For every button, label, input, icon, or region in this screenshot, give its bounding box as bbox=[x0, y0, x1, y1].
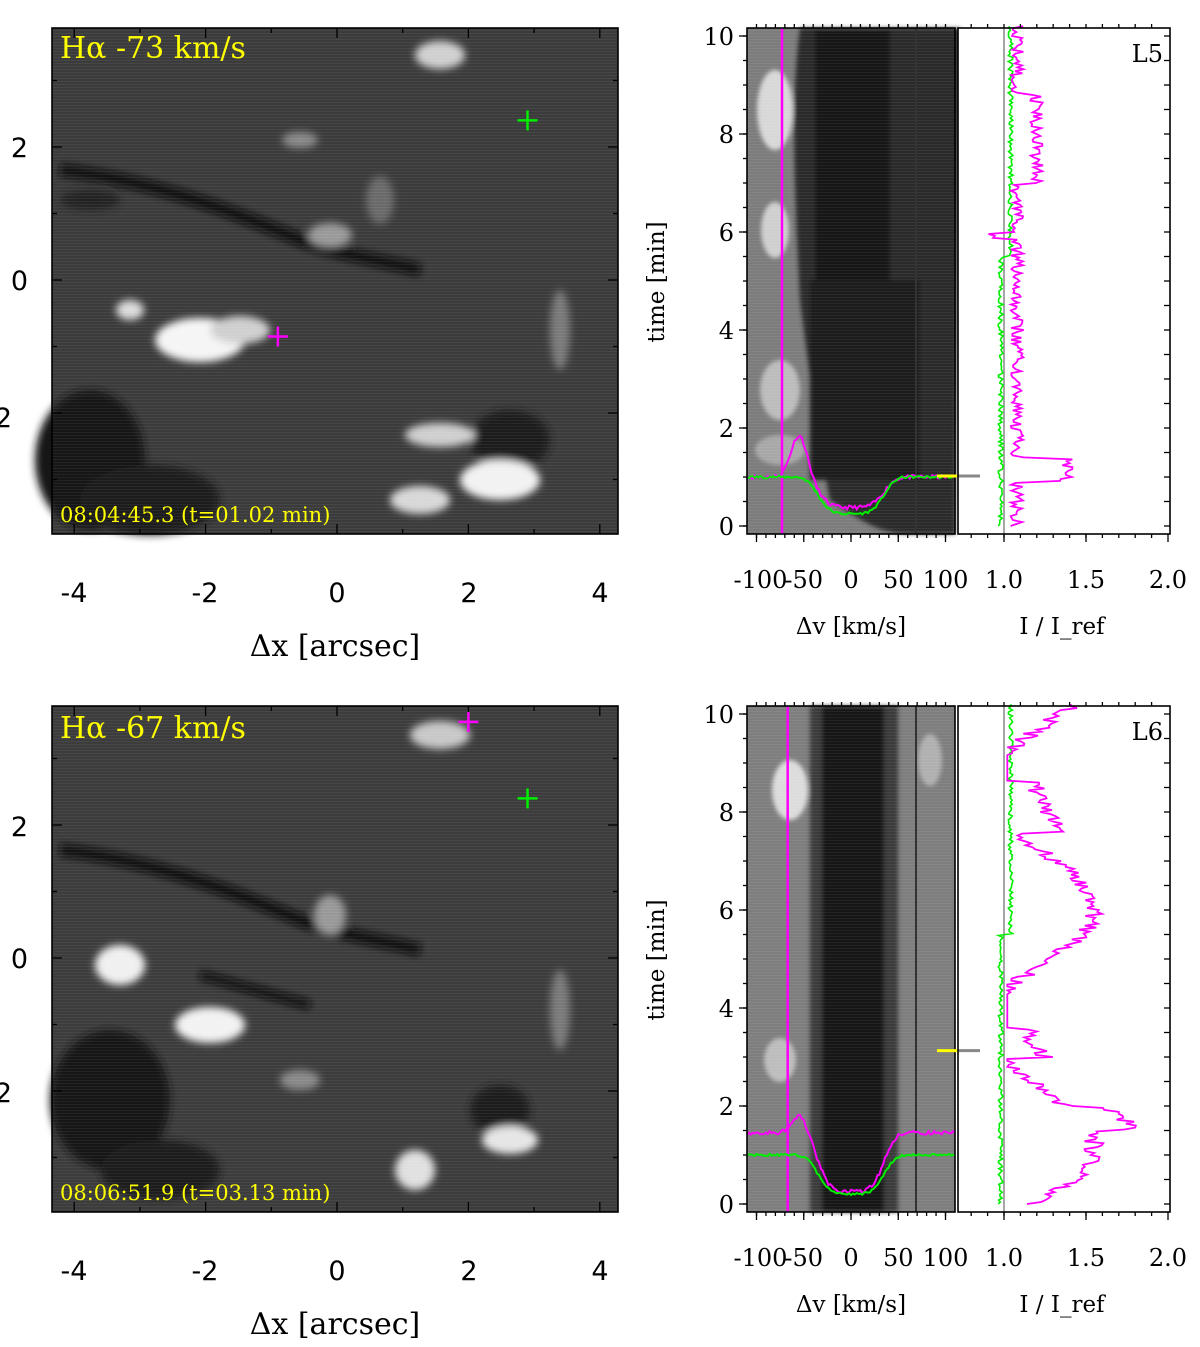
ratio-curves-bottom bbox=[937, 703, 1137, 1212]
dv-xtick-label: 100 bbox=[923, 566, 969, 594]
dv-xtick-label: 0 bbox=[843, 566, 858, 594]
ratio-xtick-label: 1.5 bbox=[1067, 1244, 1105, 1272]
panel-label-top: L5 bbox=[1132, 40, 1163, 68]
magenta-ratio-curve bbox=[988, 25, 1076, 527]
ratio-xtick-label: 2.0 bbox=[1149, 566, 1187, 594]
dv-xtick-label: -50 bbox=[784, 1244, 823, 1272]
crosses-bottom bbox=[458, 711, 538, 809]
image-ytick-label: -2 bbox=[0, 403, 12, 434]
ratio-xlabel-top: I / I_ref bbox=[1019, 614, 1106, 640]
image-xlabel-bottom: Δx [arcsec] bbox=[250, 1307, 421, 1342]
image-ytick-label: 2 bbox=[11, 133, 28, 164]
spectral-slice-top bbox=[746, 27, 960, 535]
dv-xlabel-bottom: Δv [km/s] bbox=[796, 1292, 906, 1318]
halpha-image-top: Hα -73 km/s 08:04:45.3 (t=01.02 min) bbox=[35, 27, 619, 535]
image-xtick-label: -2 bbox=[192, 1256, 219, 1287]
time-ytick-label: 6 bbox=[719, 219, 734, 247]
halpha-image-bottom: Hα -67 km/s 08:06:51.9 (t=03.13 min) bbox=[50, 705, 619, 1213]
spectral-slice-bottom bbox=[746, 705, 956, 1213]
image-x-ticklabels-top: -4 -2 0 2 4 bbox=[61, 578, 609, 609]
green-profile bbox=[746, 474, 956, 517]
image-xtick-label: 0 bbox=[328, 578, 345, 609]
dv-ticks-bottom: -100-50 0 50 100 bbox=[734, 702, 969, 1272]
ratio-ticks-top: 1.0 1.5 2.0 bbox=[970, 24, 1187, 594]
image-xtick-label: -4 bbox=[61, 1256, 88, 1287]
ratio-ticks-bottom: 1.0 1.5 2.0 bbox=[970, 702, 1187, 1272]
time-ylabel-bottom: time [min] bbox=[644, 899, 670, 1020]
image-ytick-label: 0 bbox=[11, 266, 28, 297]
dv-xlabel-top: Δv [km/s] bbox=[796, 614, 906, 640]
panel-top: Hα -73 km/s 08:04:45.3 (t=01.02 min) -4 … bbox=[0, 23, 1187, 664]
dv-overlay-top bbox=[746, 28, 956, 534]
timestamp-bottom: 08:06:51.9 (t=03.13 min) bbox=[60, 1181, 330, 1205]
time-ytick-label: 4 bbox=[719, 317, 734, 345]
image-xtick-label: 2 bbox=[460, 578, 477, 609]
time-ytick-label: 6 bbox=[719, 897, 734, 925]
dv-overlay-bottom bbox=[746, 706, 956, 1212]
time-ticks-top: 0 2 4 6 8 10 bbox=[703, 23, 1170, 541]
image-y-ticklabels-bottom: 2 0 -2 bbox=[0, 812, 28, 1109]
ratio-curves-top bbox=[937, 25, 1076, 534]
panel-bottom: Hα -67 km/s 08:06:51.9 (t=03.13 min) -4 … bbox=[0, 701, 1187, 1342]
magenta-ratio-curve bbox=[1005, 703, 1137, 1205]
ratio-xlabel-bottom: I / I_ref bbox=[1019, 1292, 1106, 1318]
image-xtick-label: 0 bbox=[328, 1256, 345, 1287]
dv-ticks-top: -100-50 0 50 100 bbox=[734, 24, 969, 594]
crosses-top bbox=[267, 110, 538, 347]
image-x-ticklabels-bottom: -4 -2 0 2 4 bbox=[61, 1256, 609, 1287]
image-ytick-label: 0 bbox=[11, 944, 28, 975]
green-ratio-curve bbox=[995, 704, 1015, 1205]
time-ytick-label: 2 bbox=[719, 415, 734, 443]
time-ytick-label: 8 bbox=[719, 799, 734, 827]
time-ylabel-top: time [min] bbox=[644, 221, 670, 342]
time-ytick-label: 2 bbox=[719, 1093, 734, 1121]
image-xtick-label: -4 bbox=[61, 578, 88, 609]
image-label-top: Hα -73 km/s bbox=[60, 31, 246, 66]
time-ytick-label: 4 bbox=[719, 995, 734, 1023]
time-ytick-label: 8 bbox=[719, 121, 734, 149]
image-y-ticklabels-top: 2 0 -2 bbox=[0, 133, 28, 434]
ratio-panel-bottom: L6 bbox=[937, 703, 1171, 1213]
image-xtick-label: 2 bbox=[460, 1256, 477, 1287]
ratio-xtick-label: 1.0 bbox=[985, 566, 1023, 594]
time-ytick-label: 0 bbox=[719, 513, 734, 541]
image-xtick-label: -2 bbox=[192, 578, 219, 609]
timestamp-top: 08:04:45.3 (t=01.02 min) bbox=[60, 503, 330, 527]
ratio-xtick-label: 2.0 bbox=[1149, 1244, 1187, 1272]
time-ytick-label: 10 bbox=[703, 701, 734, 729]
dv-xtick-label: -50 bbox=[784, 566, 823, 594]
image-ticks-bottom bbox=[52, 706, 618, 1212]
image-ticks-top bbox=[52, 28, 618, 534]
dv-xtick-label: 50 bbox=[883, 566, 914, 594]
magenta-profile bbox=[746, 1113, 956, 1195]
image-xtick-label: 4 bbox=[591, 1256, 608, 1287]
time-ytick-label: 10 bbox=[703, 23, 734, 51]
image-xtick-label: 4 bbox=[591, 578, 608, 609]
time-ticks-bottom: 0 2 4 6 8 10 bbox=[703, 701, 1170, 1219]
dv-xtick-label: -100 bbox=[734, 1244, 788, 1272]
image-label-bottom: Hα -67 km/s bbox=[60, 711, 246, 746]
green-profile bbox=[746, 1152, 956, 1197]
image-ytick-label: -2 bbox=[0, 1078, 12, 1109]
dv-xtick-label: 0 bbox=[843, 1244, 858, 1272]
panel-label-bottom: L6 bbox=[1132, 718, 1163, 746]
ratio-xtick-label: 1.0 bbox=[985, 1244, 1023, 1272]
time-ytick-label: 0 bbox=[719, 1191, 734, 1219]
image-xlabel-top: Δx [arcsec] bbox=[250, 629, 421, 664]
dv-xtick-label: -100 bbox=[734, 566, 788, 594]
image-ytick-label: 2 bbox=[11, 812, 28, 843]
ratio-panel-top: L5 bbox=[937, 25, 1171, 535]
ratio-xtick-label: 1.5 bbox=[1067, 566, 1105, 594]
dv-xtick-label: 100 bbox=[923, 1244, 969, 1272]
dv-xtick-label: 50 bbox=[883, 1244, 914, 1272]
green-ratio-curve bbox=[996, 26, 1015, 527]
